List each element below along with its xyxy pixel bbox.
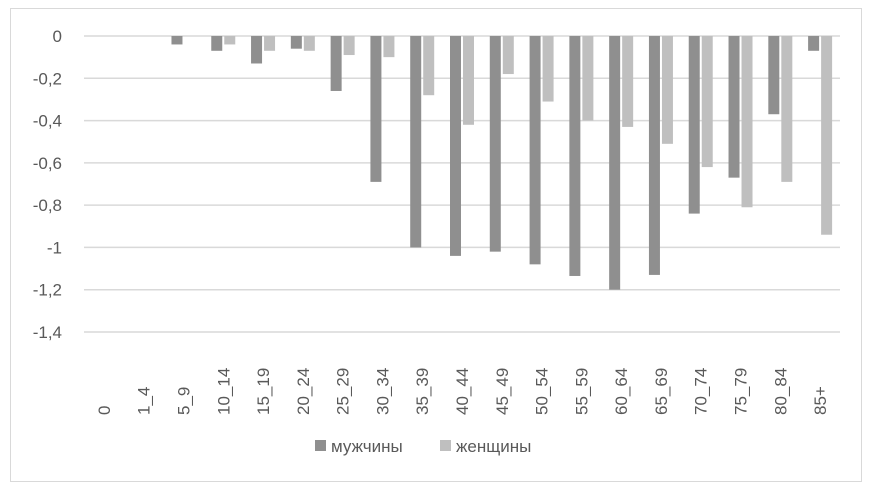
x-tick-label: 20_24 xyxy=(294,368,313,415)
legend-label: мужчины xyxy=(331,437,403,456)
x-tick-label: 65_69 xyxy=(652,368,671,415)
x-tick-label: 1_4 xyxy=(135,387,154,415)
y-tick-label: -0,4 xyxy=(33,112,62,131)
x-tick-label: 45_49 xyxy=(493,368,512,415)
bar-women xyxy=(224,36,236,45)
bar-women xyxy=(701,36,713,168)
bar-men xyxy=(529,36,541,265)
y-tick-label: -1,2 xyxy=(33,281,62,300)
x-tick-label: 0 xyxy=(95,406,114,415)
bar-women xyxy=(502,36,514,75)
x-tick-label: 5_9 xyxy=(174,387,193,415)
y-tick-label: -1,4 xyxy=(33,323,62,342)
bar-men xyxy=(211,36,223,51)
y-tick-label: 0 xyxy=(53,27,62,46)
bar-men xyxy=(808,36,820,51)
x-tick-label: 85+ xyxy=(811,386,830,415)
chart-border xyxy=(10,8,862,482)
x-tick-label: 60_64 xyxy=(612,368,631,415)
x-tick-label: 40_44 xyxy=(453,368,472,415)
legend-label: женщины xyxy=(456,437,531,456)
bar-men xyxy=(330,36,342,91)
legend-swatch xyxy=(440,440,451,451)
x-tick-label: 15_19 xyxy=(254,368,273,415)
bar-women xyxy=(343,36,355,56)
bar-men xyxy=(648,36,660,275)
bar-women xyxy=(741,36,753,208)
x-tick-label: 50_54 xyxy=(533,368,552,415)
x-tick-label: 75_79 xyxy=(732,368,751,415)
bar-women xyxy=(423,36,435,96)
y-tick-label: -0,8 xyxy=(33,196,62,215)
bar-women xyxy=(542,36,554,102)
bar-men xyxy=(290,36,302,49)
x-tick-label: 30_34 xyxy=(373,368,392,415)
bar-women xyxy=(622,36,634,127)
bar-women xyxy=(303,36,315,51)
x-tick-label: 70_74 xyxy=(692,368,711,415)
x-tick-label: 80_84 xyxy=(771,368,790,415)
bar-men xyxy=(609,36,621,290)
y-tick-label: -0,6 xyxy=(33,154,62,173)
bar-women xyxy=(582,36,594,121)
bar-men xyxy=(251,36,263,64)
bar-women xyxy=(463,36,474,125)
bar-men xyxy=(569,36,581,276)
bar-men xyxy=(171,36,183,45)
bar-women xyxy=(264,36,276,51)
bar-men xyxy=(728,36,740,178)
bar-men xyxy=(370,36,382,182)
y-tick-label: -0,2 xyxy=(33,69,62,88)
bar-women xyxy=(821,36,833,235)
bar-men xyxy=(489,36,501,252)
y-tick-label: -1 xyxy=(47,238,62,257)
bar-men xyxy=(410,36,422,248)
x-tick-label: 10_14 xyxy=(214,368,233,415)
x-tick-label: 25_29 xyxy=(334,368,353,415)
legend-swatch xyxy=(315,440,326,451)
bar-men xyxy=(688,36,700,214)
x-tick-label: 55_59 xyxy=(572,368,591,415)
bar-men xyxy=(450,36,461,256)
bar-men xyxy=(768,36,780,115)
x-tick-label: 35_39 xyxy=(413,368,432,415)
bar-women xyxy=(661,36,673,144)
bar-women xyxy=(383,36,395,58)
bar-women xyxy=(781,36,793,182)
